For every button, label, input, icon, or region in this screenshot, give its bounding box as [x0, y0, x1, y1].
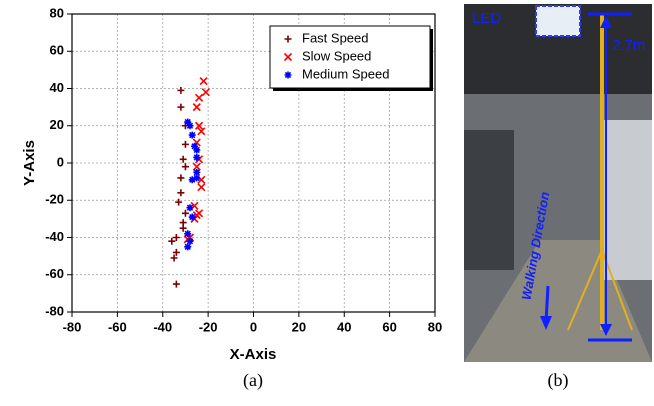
y-tick-label: 60 [50, 43, 64, 58]
point [193, 146, 201, 154]
y-tick-label: 20 [50, 117, 64, 132]
photo: LED 2.7m Walking Direction [464, 4, 652, 362]
point [179, 155, 187, 163]
x-tick-label: 20 [292, 319, 306, 334]
y-tick-label: -80 [45, 303, 64, 318]
point [191, 142, 199, 150]
legend-marker [283, 52, 293, 62]
photo-label: LED [472, 10, 501, 27]
point [172, 234, 180, 241]
point [172, 280, 180, 288]
point [177, 86, 185, 94]
legend-label: Slow Speed [302, 48, 371, 63]
point [188, 131, 196, 139]
point [170, 254, 178, 262]
legend-marker [284, 35, 292, 43]
point [181, 140, 189, 148]
point [175, 198, 183, 206]
x-axis-label: X-Axis [230, 346, 277, 363]
y-axis-label: Y-Axis [21, 140, 38, 186]
point [184, 230, 192, 238]
point [194, 93, 204, 102]
legend-marker [284, 71, 292, 79]
photo-label: 2.7m [612, 37, 645, 54]
point [193, 174, 201, 182]
panel-label: (b) [548, 370, 569, 391]
point [168, 237, 176, 245]
point [181, 209, 189, 217]
point [192, 162, 201, 171]
point [186, 237, 194, 245]
point [194, 121, 204, 130]
point [186, 204, 194, 212]
legend-label: Medium Speed [302, 66, 389, 81]
y-tick-label: 40 [50, 80, 64, 95]
point [197, 183, 206, 192]
point [192, 103, 201, 112]
y-tick-label: 0 [57, 154, 64, 169]
x-tick-label: 80 [428, 319, 442, 334]
x-tick-label: 60 [382, 319, 396, 334]
y-tick-label: -40 [45, 229, 64, 244]
plot-frame [71, 13, 436, 313]
point [186, 122, 194, 130]
x-tick-label: -20 [199, 319, 218, 334]
y-tick-label: 80 [50, 5, 64, 20]
x-tick-label: -80 [63, 319, 82, 334]
x-tick-label: 40 [337, 319, 351, 334]
point [188, 176, 196, 184]
point [177, 103, 185, 111]
x-tick-label: -40 [153, 319, 172, 334]
point [188, 213, 196, 221]
y-tick-label: -20 [45, 192, 64, 207]
point [184, 118, 192, 126]
point [199, 76, 208, 86]
point [172, 248, 180, 256]
legend-box [269, 25, 431, 89]
legend-label: Fast Speed [302, 30, 369, 45]
point [181, 163, 189, 171]
point [201, 88, 210, 97]
x-tick-label: -60 [108, 319, 127, 334]
point [177, 189, 185, 197]
y-tick-label: -60 [45, 266, 64, 281]
point [179, 224, 187, 232]
point [197, 127, 206, 136]
point [193, 168, 201, 176]
point [177, 174, 185, 182]
point [193, 153, 201, 161]
panel-label: (a) [243, 370, 263, 391]
point [184, 243, 192, 251]
x-tick-label: 0 [250, 319, 257, 334]
